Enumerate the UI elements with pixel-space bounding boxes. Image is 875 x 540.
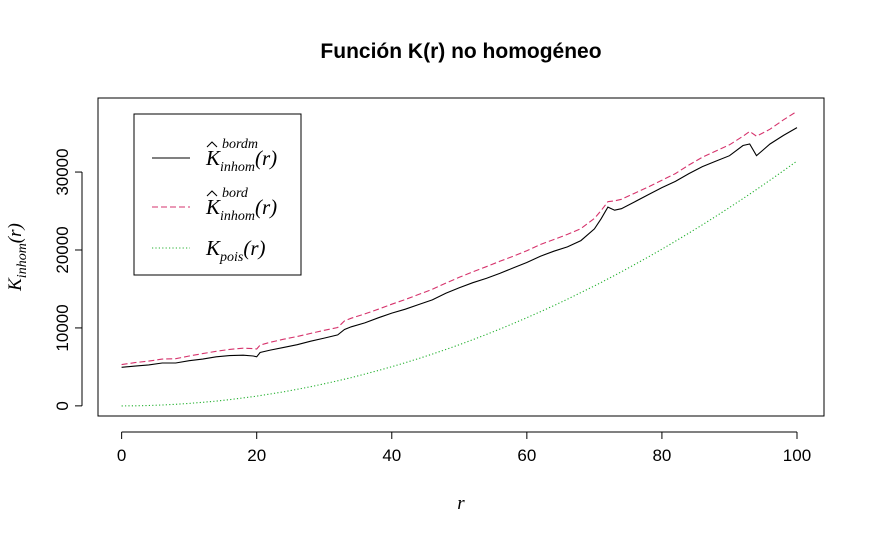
series-line-1 [121, 110, 798, 366]
legend-label-2: Kpois(r) [205, 236, 266, 265]
plot-area-frame [97, 97, 825, 417]
x-tick-label: 100 [783, 446, 811, 465]
x-tick-label: 20 [247, 446, 266, 465]
legend-label-sub: inhom [220, 160, 255, 175]
legend-hat-mark [206, 190, 218, 197]
x-axis-label: r [457, 493, 465, 514]
series-layer [121, 110, 798, 407]
legend-box [133, 113, 302, 276]
y-axis: 0 10000 20000 30000 [53, 148, 83, 411]
legend-label-suffix: (r) [255, 146, 277, 170]
y-tick-label: 20000 [53, 226, 72, 273]
chart-title: Función K(r) no homogéneo [320, 40, 601, 63]
series-line-2 [121, 160, 798, 407]
legend-label-sub: inhom [220, 209, 255, 224]
legend-label-sub: pois [219, 250, 244, 265]
x-tick-label: 40 [382, 446, 401, 465]
legend-hat-mark [206, 141, 218, 148]
legend-label-main: K [205, 236, 221, 260]
legend-label-sup: bord [222, 186, 249, 201]
y-tick-label: 10000 [53, 304, 72, 351]
legend-label-suffix: (r) [243, 236, 265, 260]
legend-label-main: K [205, 195, 221, 219]
y-tick-label: 0 [53, 401, 72, 410]
x-axis: 0 20 40 60 80 100 [117, 431, 811, 465]
legend-label-0: Kinhom(r) [205, 146, 277, 175]
y-axis-label-main: K [5, 277, 26, 292]
x-tick-label: 60 [517, 446, 536, 465]
x-tick-label: 80 [652, 446, 671, 465]
y-axis-label-suffix: (r) [5, 223, 26, 243]
y-axis-label-sub: inhom [15, 243, 30, 278]
legend-label-main: K [205, 146, 221, 170]
legend-label-1: Kinhom(r) [205, 195, 277, 224]
legend-label-sup: bordm [222, 137, 258, 152]
x-tick-label: 0 [117, 446, 126, 465]
legend-label-suffix: (r) [255, 195, 277, 219]
y-axis-label: Kinhom(r) [5, 223, 30, 292]
series-line-0 [121, 127, 798, 368]
y-tick-label: 30000 [53, 148, 72, 195]
